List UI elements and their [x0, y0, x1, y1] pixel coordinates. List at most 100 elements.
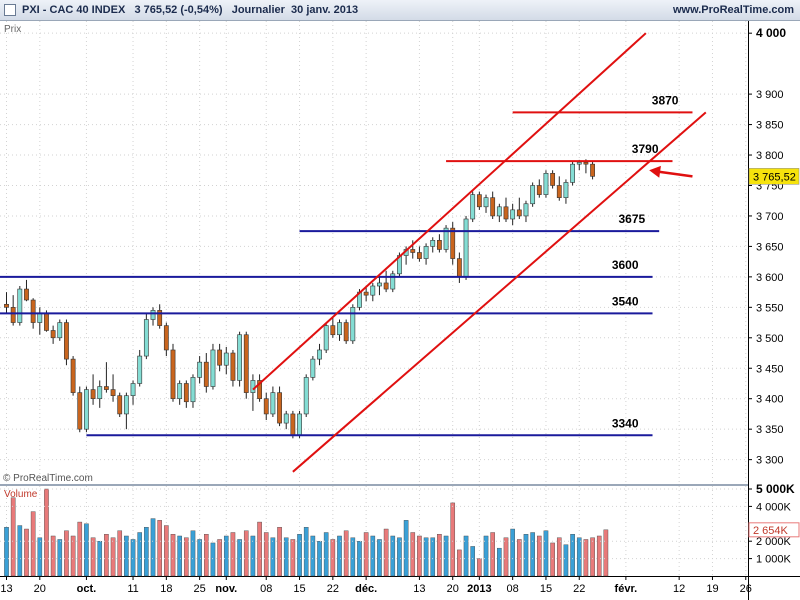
volume-bar-down [603, 529, 609, 577]
date-tick-label: 08 [507, 583, 519, 595]
candle-up [570, 163, 575, 183]
last-volume-box [748, 522, 800, 538]
candle-down [343, 322, 349, 342]
candle-down [50, 330, 56, 339]
candle-down [363, 291, 369, 296]
candle-up [97, 386, 103, 400]
volume-bar-up [430, 537, 436, 577]
volume-bar-up [350, 537, 356, 577]
volume-bar-down [417, 535, 422, 577]
volume-bar-down [556, 537, 562, 577]
candle-up [423, 246, 429, 259]
candle-up [496, 206, 502, 217]
level-label-3600: 3600 [612, 258, 639, 272]
candle-up [177, 383, 183, 400]
volume-bar-down [277, 527, 282, 577]
volume-bar-down [450, 502, 456, 577]
candle-down [277, 392, 282, 424]
volume-bar-up [377, 539, 382, 577]
last-volume-label: 2 654K [753, 525, 789, 537]
panel-divider [0, 484, 748, 486]
volume-bar-up [97, 541, 103, 577]
date-tick-label: 22 [573, 583, 585, 595]
website-link[interactable]: www.ProRealTime.com [672, 4, 794, 16]
volume-bar-down [517, 539, 522, 577]
candle-up [283, 413, 289, 424]
candle-up [17, 288, 23, 323]
volume-bar-up [423, 537, 429, 577]
price-tick-label: 4 000 [756, 26, 786, 40]
volume-bar-up [523, 534, 529, 577]
volume-bar-up [370, 535, 376, 577]
volume-panel-label: Volume [4, 489, 38, 500]
candle-up [350, 307, 356, 342]
candle-up [303, 377, 309, 415]
chart-title: PXI - CAC 40 INDEX 3 765,52 (-0,54%) Jou… [22, 4, 358, 16]
level-label-3540: 3540 [612, 294, 639, 308]
date-tick-label: 12 [673, 583, 685, 595]
candle-down [583, 162, 589, 165]
date-tick-label: 13 [413, 583, 425, 595]
candle-down [104, 386, 109, 390]
candle-up [483, 197, 489, 208]
level-label-3790: 3790 [632, 142, 659, 156]
candle-up [197, 361, 203, 378]
volume-bar-up [403, 520, 409, 577]
candle-up [430, 240, 436, 247]
candle-up [137, 355, 143, 384]
price-chart[interactable]: 3 300 3 350 3 400 3 450 3 500 3 550 3 600 3 650… [0, 21, 800, 600]
volume-bar-up [130, 539, 136, 577]
price-tick-label: 3 350 [756, 424, 784, 436]
volume-bar-down [90, 537, 96, 577]
price-tick-label: 3 800 [756, 150, 784, 162]
volume-bar-down [164, 525, 169, 577]
candle-up [530, 185, 536, 205]
volume-bar-up [17, 525, 23, 577]
volume-tick-label: 2 000K [756, 536, 792, 548]
volume-bar-up [390, 535, 396, 577]
candle-down [410, 249, 416, 253]
volume-bar-down [110, 537, 116, 577]
candle-up [390, 273, 396, 290]
volume-tick-label: 5 000K [756, 482, 795, 496]
candle-down [10, 307, 16, 323]
last-quote: 3 765,52 (-0,54%) [134, 4, 223, 16]
volume-bar-up [210, 542, 216, 577]
price-axis-bg [748, 21, 800, 600]
date-tick-label: 19 [706, 583, 718, 595]
price-tick-label: 3 450 [756, 363, 784, 375]
volume-bar-up [483, 535, 489, 577]
candle-down [163, 325, 169, 351]
candle-up [323, 325, 329, 351]
candle-up [143, 319, 149, 357]
candle-down [24, 288, 29, 301]
volume-bar-down [170, 534, 176, 577]
volume-bar-up [37, 537, 43, 577]
volume-bar-down [117, 530, 123, 577]
volume-bar-up [463, 535, 469, 577]
candle-down [436, 240, 442, 250]
candle-down [110, 389, 116, 396]
last-price-box [748, 168, 800, 185]
volume-tick-label: 1 000K [756, 554, 792, 566]
candle-down [183, 383, 189, 403]
watermark: © ProRealTime.com [3, 473, 93, 484]
level-label-3675: 3675 [618, 212, 645, 226]
arrow-head [649, 165, 661, 178]
volume-bar-up [530, 532, 535, 577]
volume-bar-down [290, 539, 296, 577]
volume-bar-up [510, 528, 515, 577]
date-tick-label: 15 [293, 583, 305, 595]
volume-bar-up [283, 537, 289, 577]
volume-bar-up [310, 535, 316, 577]
period-label: Journalier [231, 4, 285, 16]
candle-up [523, 203, 529, 217]
candle-down [90, 389, 96, 400]
chart-window-icon[interactable] [4, 4, 16, 16]
price-tick-label: 3 600 [756, 272, 784, 284]
candle-up [510, 209, 516, 220]
candle-up [317, 349, 322, 360]
candle-down [243, 334, 249, 393]
candle-up [130, 383, 136, 396]
candle-up [470, 194, 476, 220]
